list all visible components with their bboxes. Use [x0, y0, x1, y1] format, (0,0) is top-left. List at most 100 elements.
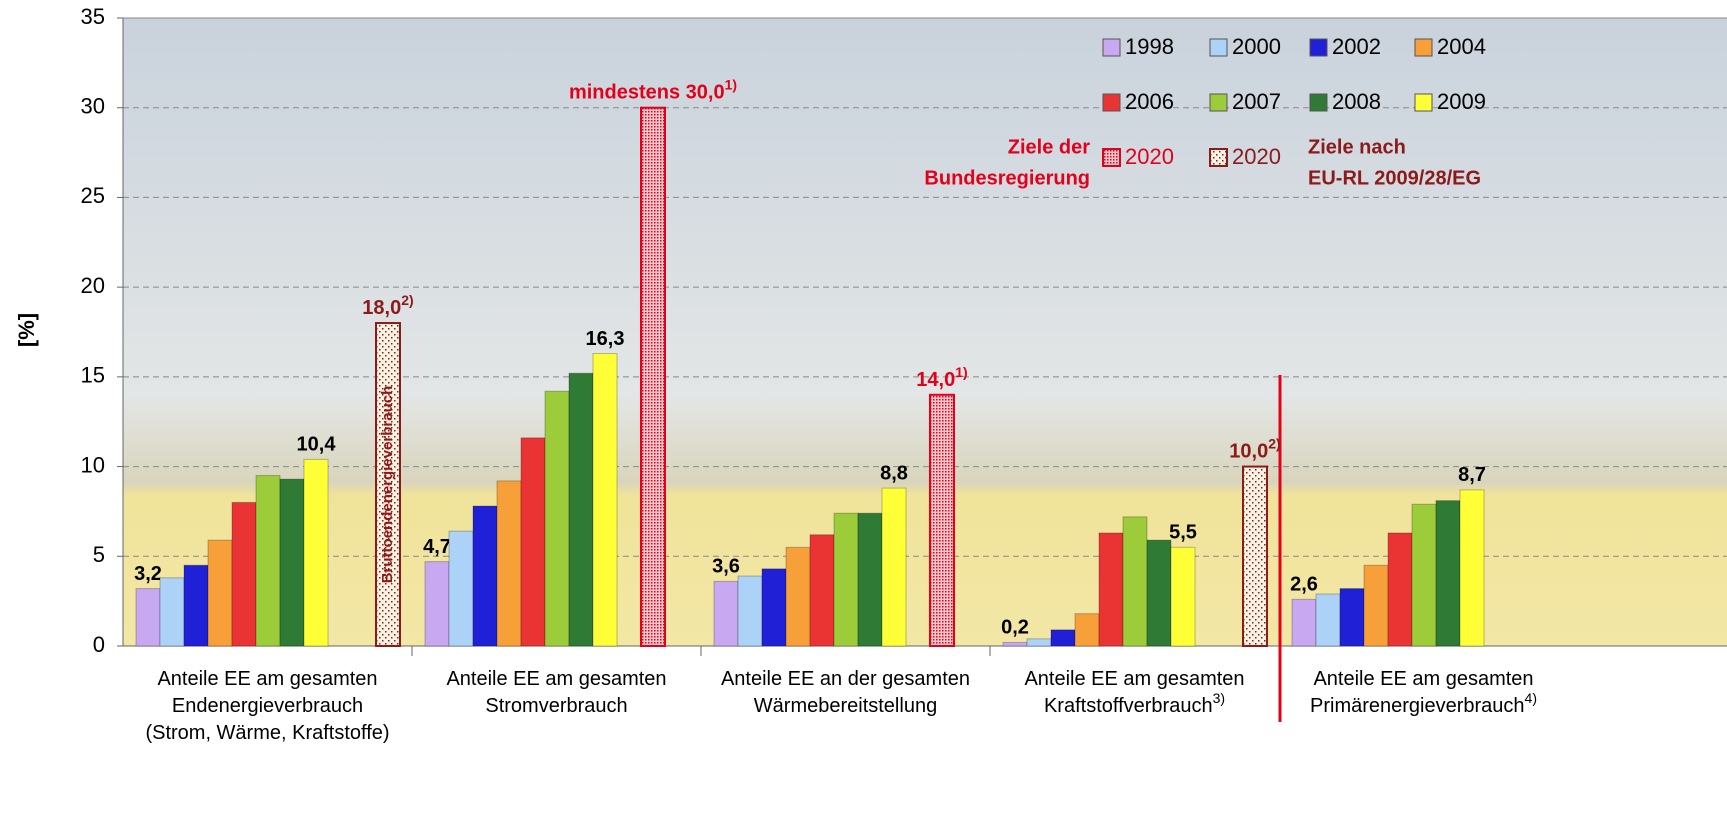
data-label-text: mindestens 30,0: [569, 82, 725, 104]
category-line: Kraftstoffverbrauch: [1044, 695, 1213, 717]
legend-swatch: [1102, 38, 1121, 57]
bar: [1411, 503, 1437, 647]
bar: [159, 577, 185, 647]
legend-swatch: [1209, 38, 1228, 57]
legend-label: 2020: [1232, 144, 1281, 169]
y-tick-label: 15: [81, 363, 105, 388]
bar: [1315, 593, 1341, 647]
legend-label: 2007: [1232, 89, 1281, 114]
category-line: Endenergieverbrauch: [172, 695, 363, 717]
data-label: 8,7: [1458, 464, 1486, 486]
data-label-footnote: 2): [1268, 435, 1280, 451]
legend-swatch: [1414, 38, 1433, 57]
bar: [496, 480, 522, 647]
bar: [279, 478, 305, 647]
data-label-text: 14,0: [916, 369, 955, 391]
legend-swatch: [1309, 93, 1328, 112]
bar: [929, 393, 955, 647]
bar: [448, 530, 474, 647]
legend-annotation: Ziele nach: [1308, 136, 1406, 158]
bar-annotation: Bruttoendenergieverbrauch: [379, 386, 396, 584]
y-tick-label: 30: [81, 94, 105, 119]
data-label: 16,3: [586, 328, 625, 350]
bar: [785, 546, 811, 647]
category-line: Anteile EE am gesamten: [1313, 668, 1533, 690]
legend-swatch: [1102, 148, 1121, 167]
bar: [1459, 489, 1485, 647]
bar: [881, 487, 907, 647]
legend-label: 2000: [1232, 34, 1281, 59]
legend-swatch: [1209, 148, 1228, 167]
bar: [135, 588, 161, 647]
bar: [255, 475, 281, 647]
y-tick-label: 10: [81, 452, 105, 477]
bar: [713, 580, 739, 647]
bar: [207, 539, 233, 647]
bar: [737, 575, 763, 647]
data-label-footnote: 2): [401, 292, 413, 308]
category-line: Anteile EE am gesamten: [157, 668, 377, 690]
legend-annotation: Bundesregierung: [924, 167, 1090, 189]
bar: [833, 512, 859, 647]
category-line: (Strom, Wärme, Kraftstoffe): [145, 722, 389, 744]
bar: [1170, 546, 1196, 647]
x-tick-label: Anteile EE an der gesamten Wärmebereitste…: [721, 668, 970, 717]
y-tick-label: 20: [81, 273, 105, 298]
data-label: 2,6: [1290, 574, 1318, 596]
legend-swatch: [1414, 93, 1433, 112]
bar: [231, 501, 257, 647]
bar: [1026, 638, 1052, 647]
legend-annotation: EU-RL 2009/28/EG: [1308, 167, 1481, 189]
bar: [857, 512, 883, 647]
bar: [183, 564, 209, 647]
legend-swatch: [1102, 93, 1121, 112]
legend-label: 2020: [1125, 144, 1174, 169]
data-label-text: 18,0: [362, 297, 401, 319]
x-tick-label: Anteile EE am gesamten Stromverbrauch: [446, 668, 666, 717]
data-label: 18,02): [362, 292, 413, 320]
data-label-footnote: 1): [725, 76, 737, 92]
x-tick-label: Anteile EE am gesamten Kraftstoffverbrauc…: [1024, 668, 1244, 717]
data-label: 0,2: [1001, 617, 1029, 639]
bar: [520, 437, 546, 647]
data-label: 10,02): [1229, 435, 1280, 463]
legend-label: 2008: [1332, 89, 1381, 114]
data-label: 3,2: [134, 563, 162, 585]
bar: [1146, 539, 1172, 647]
data-label: 5,5: [1169, 522, 1197, 544]
bar: [472, 505, 498, 647]
y-tick-label: 0: [93, 632, 105, 657]
legend-label: 2009: [1437, 89, 1486, 114]
bar: [1387, 532, 1413, 647]
category-line: Primärenergieverbrauch: [1310, 695, 1525, 717]
bar: [1050, 629, 1076, 647]
legend-label: 2004: [1437, 34, 1486, 59]
data-label: 8,8: [880, 462, 908, 484]
data-label: 4,7: [423, 536, 451, 558]
bar: [375, 322, 401, 647]
y-tick-label: 35: [81, 4, 105, 29]
category-line: Anteile EE am gesamten: [446, 668, 666, 690]
bar: [809, 534, 835, 647]
legend-label: 2002: [1332, 34, 1381, 59]
y-axis-label: [%]: [14, 313, 39, 347]
legend-label: 2006: [1125, 89, 1174, 114]
bar: [1098, 532, 1124, 647]
x-tick-label: Anteile EE am gesamten Primärenergieverbr…: [1310, 668, 1537, 717]
legend-annotation: Ziele der: [1008, 136, 1090, 158]
bar: [1435, 500, 1461, 647]
bar: [1339, 588, 1365, 647]
legend-label: 1998: [1125, 34, 1174, 59]
category-footnote: 3): [1213, 690, 1225, 706]
data-label-text: 10,0: [1229, 441, 1268, 463]
bar: [1363, 564, 1389, 647]
data-label: 10,4: [297, 434, 337, 456]
category-line: Stromverbrauch: [485, 695, 627, 717]
bar: [592, 353, 618, 647]
bar: [424, 561, 450, 647]
y-tick-label: 25: [81, 183, 105, 208]
legend-swatch: [1209, 93, 1228, 112]
y-tick-label: 5: [93, 542, 105, 567]
bar: [1074, 613, 1100, 647]
